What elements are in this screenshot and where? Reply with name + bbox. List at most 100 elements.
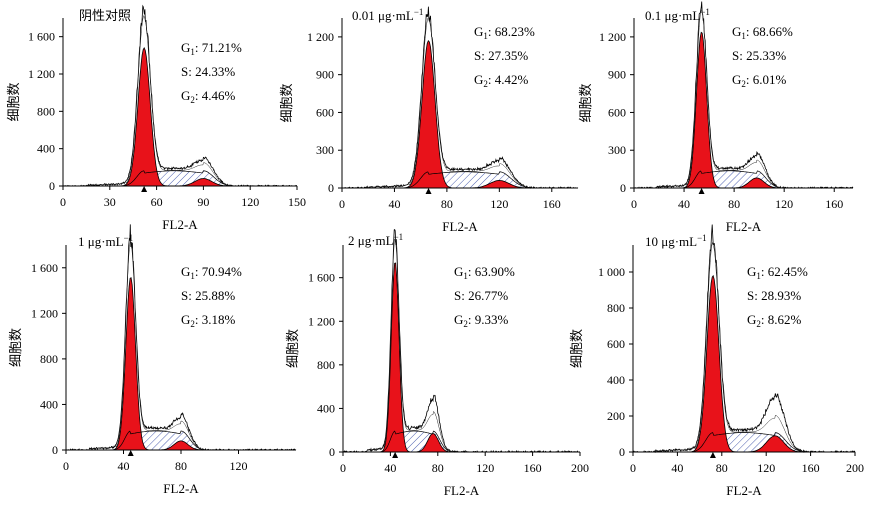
s-phase-area xyxy=(342,171,578,188)
phase-stat: S: 25.33% xyxy=(732,48,786,63)
y-tick-label: 300 xyxy=(608,143,626,157)
y-tick-label: 1 200 xyxy=(28,67,55,81)
histogram-panel: 0 40 80 120 160 0 300 600 900 1 200 FL2-A 细胞数 0.1 μg… xyxy=(578,1,854,234)
x-tick-label: 40 xyxy=(384,461,396,475)
x-tick-label: 0 xyxy=(339,197,345,211)
x-tick-label: 0 xyxy=(63,459,69,473)
phase-stat: G2: 6.01% xyxy=(732,72,787,89)
histogram-outline xyxy=(343,229,580,453)
s-phase-area xyxy=(634,170,853,188)
x-axis-title: FL2-A xyxy=(442,219,478,234)
phase-stat: S: 27.35% xyxy=(474,48,528,63)
x-tick-label: 150 xyxy=(288,195,306,209)
y-tick-label: 1 200 xyxy=(308,314,335,328)
phase-stat: G1: 71.21% xyxy=(181,40,242,57)
y-tick-label: 400 xyxy=(37,142,55,156)
x-axis-title: FL2-A xyxy=(444,483,480,498)
histogram-panel: 0 30 60 90 120 150 0 400 800 1 200 1 600 FL2-A 细胞数 阴性… xyxy=(6,4,306,232)
phase-stat: G2: 4.42% xyxy=(474,72,529,89)
x-axis-title: FL2-A xyxy=(726,483,762,498)
y-tick-label: 300 xyxy=(316,143,334,157)
histogram-outline xyxy=(62,4,298,187)
g1-peak xyxy=(688,274,737,453)
x-axis-title: FL2-A xyxy=(163,481,199,496)
y-axis-title: 细胞数 xyxy=(578,83,593,122)
histogram-outline xyxy=(632,224,856,454)
x-tick-label: 0 xyxy=(631,197,637,211)
phase-stat: G2: 9.33% xyxy=(454,312,509,329)
panel-title: 0.01 μg·mL−1 xyxy=(352,7,423,23)
x-tick-label: 40 xyxy=(388,197,400,211)
x-tick-label: 120 xyxy=(757,461,775,475)
x-tick-label: 120 xyxy=(476,461,494,475)
y-tick-label: 1 200 xyxy=(599,30,626,44)
y-tick-label: 800 xyxy=(40,352,58,366)
y-axis-title: 细胞数 xyxy=(6,82,21,121)
y-tick-label: 600 xyxy=(608,105,626,119)
y-tick-label: 0 xyxy=(49,179,55,193)
y-tick-label: 800 xyxy=(607,301,625,315)
x-tick-label: 120 xyxy=(775,197,793,211)
x-tick-label: 40 xyxy=(678,197,690,211)
y-tick-label: 0 xyxy=(619,445,625,459)
g1-marker xyxy=(141,186,148,192)
phase-stat: S: 26.77% xyxy=(454,288,508,303)
histogram-panel: 0 40 80 120 160 200 0 200 400 600 800 1 000 FL2-A 细胞数… xyxy=(569,224,864,498)
g1-marker xyxy=(392,452,399,458)
y-tick-label: 1 600 xyxy=(28,30,55,44)
x-tick-label: 160 xyxy=(543,197,561,211)
s-phase-area xyxy=(633,432,855,452)
y-axis-title: 细胞数 xyxy=(285,329,300,368)
y-tick-label: 1 000 xyxy=(598,265,625,279)
panel-title: 1 μg·mL−1 xyxy=(78,233,133,249)
x-tick-label: 0 xyxy=(340,461,346,475)
g1-peak xyxy=(379,262,412,453)
x-tick-label: 160 xyxy=(524,461,542,475)
phase-stat: G1: 68.23% xyxy=(474,24,535,41)
g1-peak xyxy=(110,277,152,451)
phase-stat: G2: 4.46% xyxy=(181,88,236,105)
x-tick-label: 160 xyxy=(825,197,843,211)
y-tick-label: 1 200 xyxy=(31,306,58,320)
panel-title: 2 μg·mL−1 xyxy=(348,232,403,248)
x-tick-label: 80 xyxy=(728,197,740,211)
phase-stat: G1: 68.66% xyxy=(732,24,793,41)
phase-stat: G1: 70.94% xyxy=(181,264,242,281)
histogram-panel: 0 40 80 120 160 0 300 600 900 1 200 FL2-A 细胞数 0.01 μ… xyxy=(279,6,579,234)
histogram-fit xyxy=(633,241,855,453)
y-tick-label: 400 xyxy=(40,397,58,411)
y-tick-label: 400 xyxy=(317,401,335,415)
y-tick-label: 600 xyxy=(607,337,625,351)
histogram-panel: 0 40 80 120 160 200 0 400 800 1 200 1 600 FL2-A 细胞数 2… xyxy=(285,229,589,498)
y-axis-title: 细胞数 xyxy=(8,328,23,367)
phase-stat: G2: 8.62% xyxy=(747,312,802,329)
x-tick-label: 40 xyxy=(118,459,130,473)
x-tick-label: 120 xyxy=(230,459,248,473)
phase-stat: S: 28.93% xyxy=(747,288,801,303)
panel-title: 10 μg·mL−1 xyxy=(645,233,707,249)
x-axis-title: FL2-A xyxy=(162,217,198,232)
phase-stat: S: 24.33% xyxy=(181,64,235,79)
y-tick-label: 1 600 xyxy=(31,261,58,275)
g1-marker xyxy=(425,188,432,194)
y-tick-label: 900 xyxy=(608,68,626,82)
x-tick-label: 80 xyxy=(432,461,444,475)
y-tick-label: 0 xyxy=(328,181,334,195)
g1-peak xyxy=(402,39,455,189)
y-tick-label: 800 xyxy=(317,358,335,372)
y-tick-label: 0 xyxy=(52,443,58,457)
histogram-outline xyxy=(633,1,854,189)
y-tick-label: 200 xyxy=(607,409,625,423)
panel-title: 阴性对照 xyxy=(79,8,131,23)
x-axis-title: FL2-A xyxy=(726,219,762,234)
g1-marker xyxy=(698,188,705,194)
x-tick-label: 0 xyxy=(60,195,66,209)
x-tick-label: 120 xyxy=(241,195,259,209)
x-tick-label: 60 xyxy=(151,195,163,209)
y-tick-label: 600 xyxy=(316,105,334,119)
x-tick-label: 30 xyxy=(104,195,116,209)
y-tick-label: 0 xyxy=(620,181,626,195)
g1-peak xyxy=(680,31,722,189)
x-tick-label: 40 xyxy=(671,461,683,475)
